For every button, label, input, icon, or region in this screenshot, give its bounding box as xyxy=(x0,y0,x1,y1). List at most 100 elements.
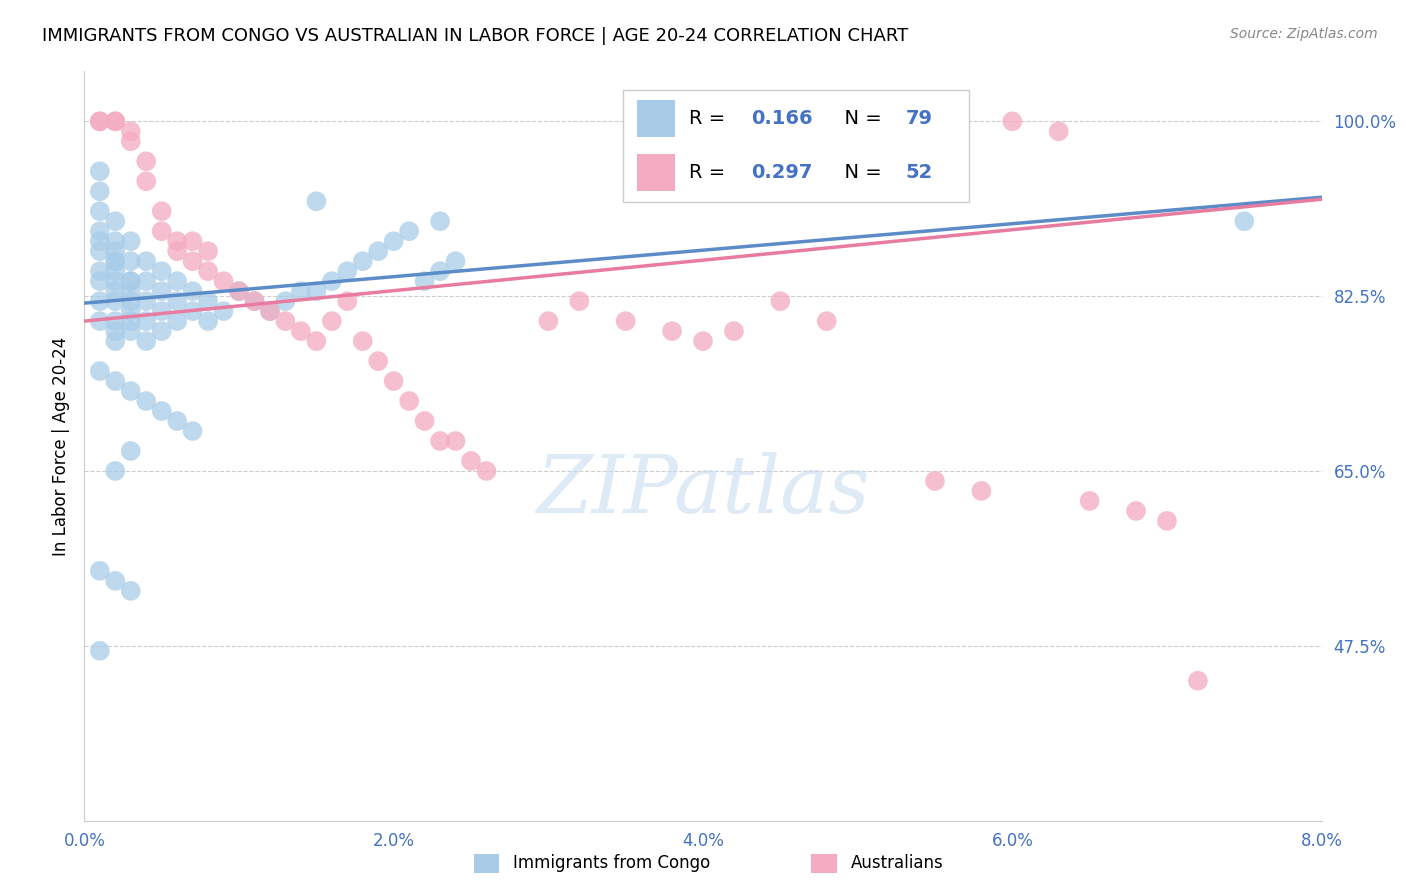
Point xyxy=(413,414,436,428)
Text: Immigrants from Congo: Immigrants from Congo xyxy=(513,855,710,872)
Point xyxy=(89,314,111,328)
Point xyxy=(150,324,173,338)
Point xyxy=(135,254,157,268)
Point xyxy=(336,294,359,309)
Point xyxy=(104,254,127,268)
Point xyxy=(135,334,157,348)
Point xyxy=(150,284,173,298)
Point xyxy=(661,324,683,338)
Point xyxy=(1001,114,1024,128)
Point xyxy=(444,434,467,448)
Point xyxy=(1156,514,1178,528)
Point xyxy=(150,264,173,278)
Point xyxy=(181,254,204,268)
Point xyxy=(166,294,188,309)
Point xyxy=(150,224,173,238)
Point xyxy=(120,444,142,458)
Point xyxy=(104,464,127,478)
Point xyxy=(352,334,374,348)
Point xyxy=(924,474,946,488)
Point xyxy=(398,394,420,409)
Point xyxy=(274,314,297,328)
Point xyxy=(166,244,188,259)
Point xyxy=(120,284,142,298)
Point xyxy=(692,334,714,348)
Point xyxy=(89,274,111,288)
Point xyxy=(89,164,111,178)
Point xyxy=(305,284,328,298)
Text: 79: 79 xyxy=(905,109,934,128)
Point xyxy=(89,234,111,248)
Point xyxy=(104,314,127,328)
Point xyxy=(1233,214,1256,228)
Point xyxy=(135,314,157,328)
Point xyxy=(166,414,188,428)
Point xyxy=(429,264,451,278)
Point xyxy=(150,204,173,219)
Point xyxy=(150,304,173,318)
Text: 0.166: 0.166 xyxy=(751,109,813,128)
Point xyxy=(846,114,869,128)
Point xyxy=(150,404,173,418)
Point xyxy=(1078,494,1101,508)
Point xyxy=(89,114,111,128)
Point xyxy=(1125,504,1147,518)
Point xyxy=(243,294,266,309)
Point xyxy=(568,294,591,309)
Point xyxy=(321,314,343,328)
FancyBboxPatch shape xyxy=(637,100,675,137)
Point xyxy=(166,314,188,328)
Point xyxy=(166,234,188,248)
Point xyxy=(413,274,436,288)
Point xyxy=(197,294,219,309)
Point xyxy=(104,244,127,259)
Text: R =: R = xyxy=(689,109,733,128)
Point xyxy=(893,114,915,128)
Point xyxy=(212,274,235,288)
Point xyxy=(120,234,142,248)
Point xyxy=(429,214,451,228)
Point xyxy=(120,124,142,138)
Point xyxy=(382,374,405,388)
Point xyxy=(89,224,111,238)
Point xyxy=(305,194,328,209)
Point xyxy=(104,114,127,128)
Point xyxy=(352,254,374,268)
Point xyxy=(120,324,142,338)
Point xyxy=(104,264,127,278)
Point xyxy=(89,244,111,259)
Point xyxy=(104,114,127,128)
Point xyxy=(197,244,219,259)
Point xyxy=(89,204,111,219)
Point xyxy=(614,314,637,328)
Text: Source: ZipAtlas.com: Source: ZipAtlas.com xyxy=(1230,27,1378,41)
Point xyxy=(382,234,405,248)
Point xyxy=(120,304,142,318)
Point xyxy=(197,314,219,328)
Point xyxy=(537,314,560,328)
Point xyxy=(398,224,420,238)
Point xyxy=(104,374,127,388)
Text: ZIPatlas: ZIPatlas xyxy=(536,452,870,530)
Point xyxy=(120,274,142,288)
Point xyxy=(274,294,297,309)
Point xyxy=(89,644,111,658)
Point xyxy=(135,394,157,409)
Text: N =: N = xyxy=(832,109,887,128)
Text: R =: R = xyxy=(689,163,733,182)
Point xyxy=(135,274,157,288)
Point xyxy=(120,254,142,268)
FancyBboxPatch shape xyxy=(623,90,969,202)
Point xyxy=(135,174,157,188)
Y-axis label: In Labor Force | Age 20-24: In Labor Force | Age 20-24 xyxy=(52,336,70,556)
Point xyxy=(89,564,111,578)
Point xyxy=(197,264,219,278)
Point xyxy=(769,294,792,309)
Point xyxy=(367,354,389,368)
Point xyxy=(243,294,266,309)
Point xyxy=(321,274,343,288)
Point xyxy=(120,583,142,598)
Point xyxy=(104,574,127,588)
Point xyxy=(723,324,745,338)
Point xyxy=(444,254,467,268)
